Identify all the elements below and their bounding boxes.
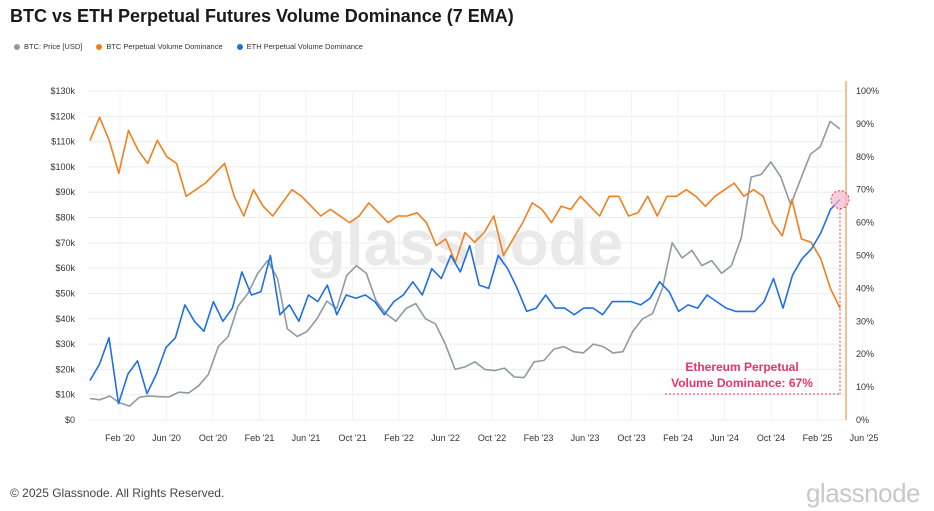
- y-left-tick-label: $10k: [55, 390, 75, 400]
- y-left-tick-label: $90k: [55, 187, 75, 197]
- y-left-tick-label: $70k: [55, 238, 75, 248]
- y-right-tick-label: 50%: [856, 251, 874, 261]
- annotation: Ethereum Perpetual Volume Dominance: 67%: [665, 190, 850, 395]
- copyright-footer: © 2025 Glassnode. All Rights Reserved.: [10, 486, 225, 500]
- y-axis-right: 0% 10% 20% 30% 40% 50% 60% 70% 80% 90% 100%: [845, 81, 879, 425]
- x-tick-label: Jun '25: [850, 433, 879, 443]
- legend-item-eth-dominance[interactable]: ETH Perpetual Volume Dominance: [236, 42, 363, 51]
- y-right-tick-label: 10%: [856, 382, 874, 392]
- series-line-1: [89, 116, 841, 309]
- legend-label-btc-price: BTC: Price [USD]: [24, 42, 83, 51]
- x-tick-label: Oct '20: [199, 433, 227, 443]
- y-left-tick-label: $60k: [55, 263, 75, 273]
- x-tick-label: Jun '20: [152, 433, 181, 443]
- y-right-tick-label: 40%: [856, 283, 874, 293]
- x-tick-label: Jun '23: [571, 433, 600, 443]
- y-right-tick-label: 100%: [856, 86, 879, 96]
- y-left-tick-label: $110k: [51, 137, 75, 147]
- legend-item-btc-price[interactable]: BTC: Price [USD]: [14, 42, 82, 51]
- legend-item-btc-dominance[interactable]: BTC Perpetual Volume Dominance: [96, 42, 223, 51]
- x-tick-label: Feb '25: [803, 433, 833, 443]
- x-tick-label: Oct '22: [478, 433, 506, 443]
- y-right-tick-label: 30%: [856, 316, 874, 326]
- x-tick-label: Oct '23: [617, 433, 645, 443]
- legend-dot-eth-dominance: [236, 43, 243, 50]
- annotation-highlight-circle: [830, 190, 850, 210]
- chart-title: BTC vs ETH Perpetual Futures Volume Domi…: [10, 6, 514, 26]
- series-line-0: [89, 120, 841, 407]
- x-tick-label: Jun '24: [710, 433, 739, 443]
- y-right-tick-label: 80%: [856, 152, 874, 162]
- chart-canvas: glassnode $0$10k$20k$30k$40k$50k$60k$70k…: [50, 81, 879, 443]
- legend-label-btc-dominance: BTC Perpetual Volume Dominance: [106, 42, 223, 51]
- y-left-tick-label: $20k: [55, 364, 75, 374]
- legend-dot-btc-dominance: [96, 43, 103, 50]
- y-right-tick-label: 20%: [856, 349, 874, 359]
- series-group: [89, 116, 841, 407]
- x-tick-label: Feb '20: [105, 433, 135, 443]
- y-left-tick-label: $40k: [55, 314, 75, 324]
- chart-legend: BTC: Price [USD] BTC Perpetual Volume Do…: [14, 42, 363, 51]
- y-right-tick-label: 60%: [856, 218, 874, 228]
- y-left-tick-label: $130k: [50, 86, 75, 96]
- annotation-label-line2: Volume Dominance: 67%: [671, 376, 813, 390]
- x-tick-label: Feb '24: [663, 433, 693, 443]
- legend-dot-btc-price: [14, 43, 20, 50]
- x-tick-label: Jun '21: [292, 433, 321, 443]
- y-axis-left: $0 $10k $20k $30k $40k $50k $60k $70k $80k $90k $1…: [50, 86, 75, 425]
- x-tick-label: Jun '22: [431, 433, 460, 443]
- x-tick-label: Oct '24: [757, 433, 785, 443]
- annotation-label-line1: Ethereum Perpetual: [685, 360, 798, 374]
- y-left-tick-label: $80k: [55, 213, 75, 223]
- legend-label-eth-dominance: ETH Perpetual Volume Dominance: [246, 42, 363, 51]
- series-line-2: [89, 199, 841, 405]
- y-left-tick-label: $120k: [50, 111, 75, 121]
- y-left-tick-label: $30k: [55, 339, 75, 349]
- x-tick-label: Oct '21: [338, 433, 366, 443]
- y-right-tick-label: 90%: [856, 119, 874, 129]
- x-tick-label: Feb '22: [384, 433, 414, 443]
- y-right-tick-label: 70%: [856, 185, 874, 195]
- x-axis: Feb '20 Jun '20 Oct '20 Feb '21 Jun '21 Oct '…: [105, 433, 878, 443]
- x-tick-label: Feb '23: [524, 433, 554, 443]
- y-right-tick-label: 0%: [856, 415, 869, 425]
- y-left-tick-label: $0: [65, 415, 75, 425]
- y-left-tick-label: $100k: [50, 162, 75, 172]
- x-tick-label: Feb '21: [245, 433, 275, 443]
- y-left-tick-label: $50k: [55, 288, 75, 298]
- brand-logo: glassnode: [805, 478, 921, 508]
